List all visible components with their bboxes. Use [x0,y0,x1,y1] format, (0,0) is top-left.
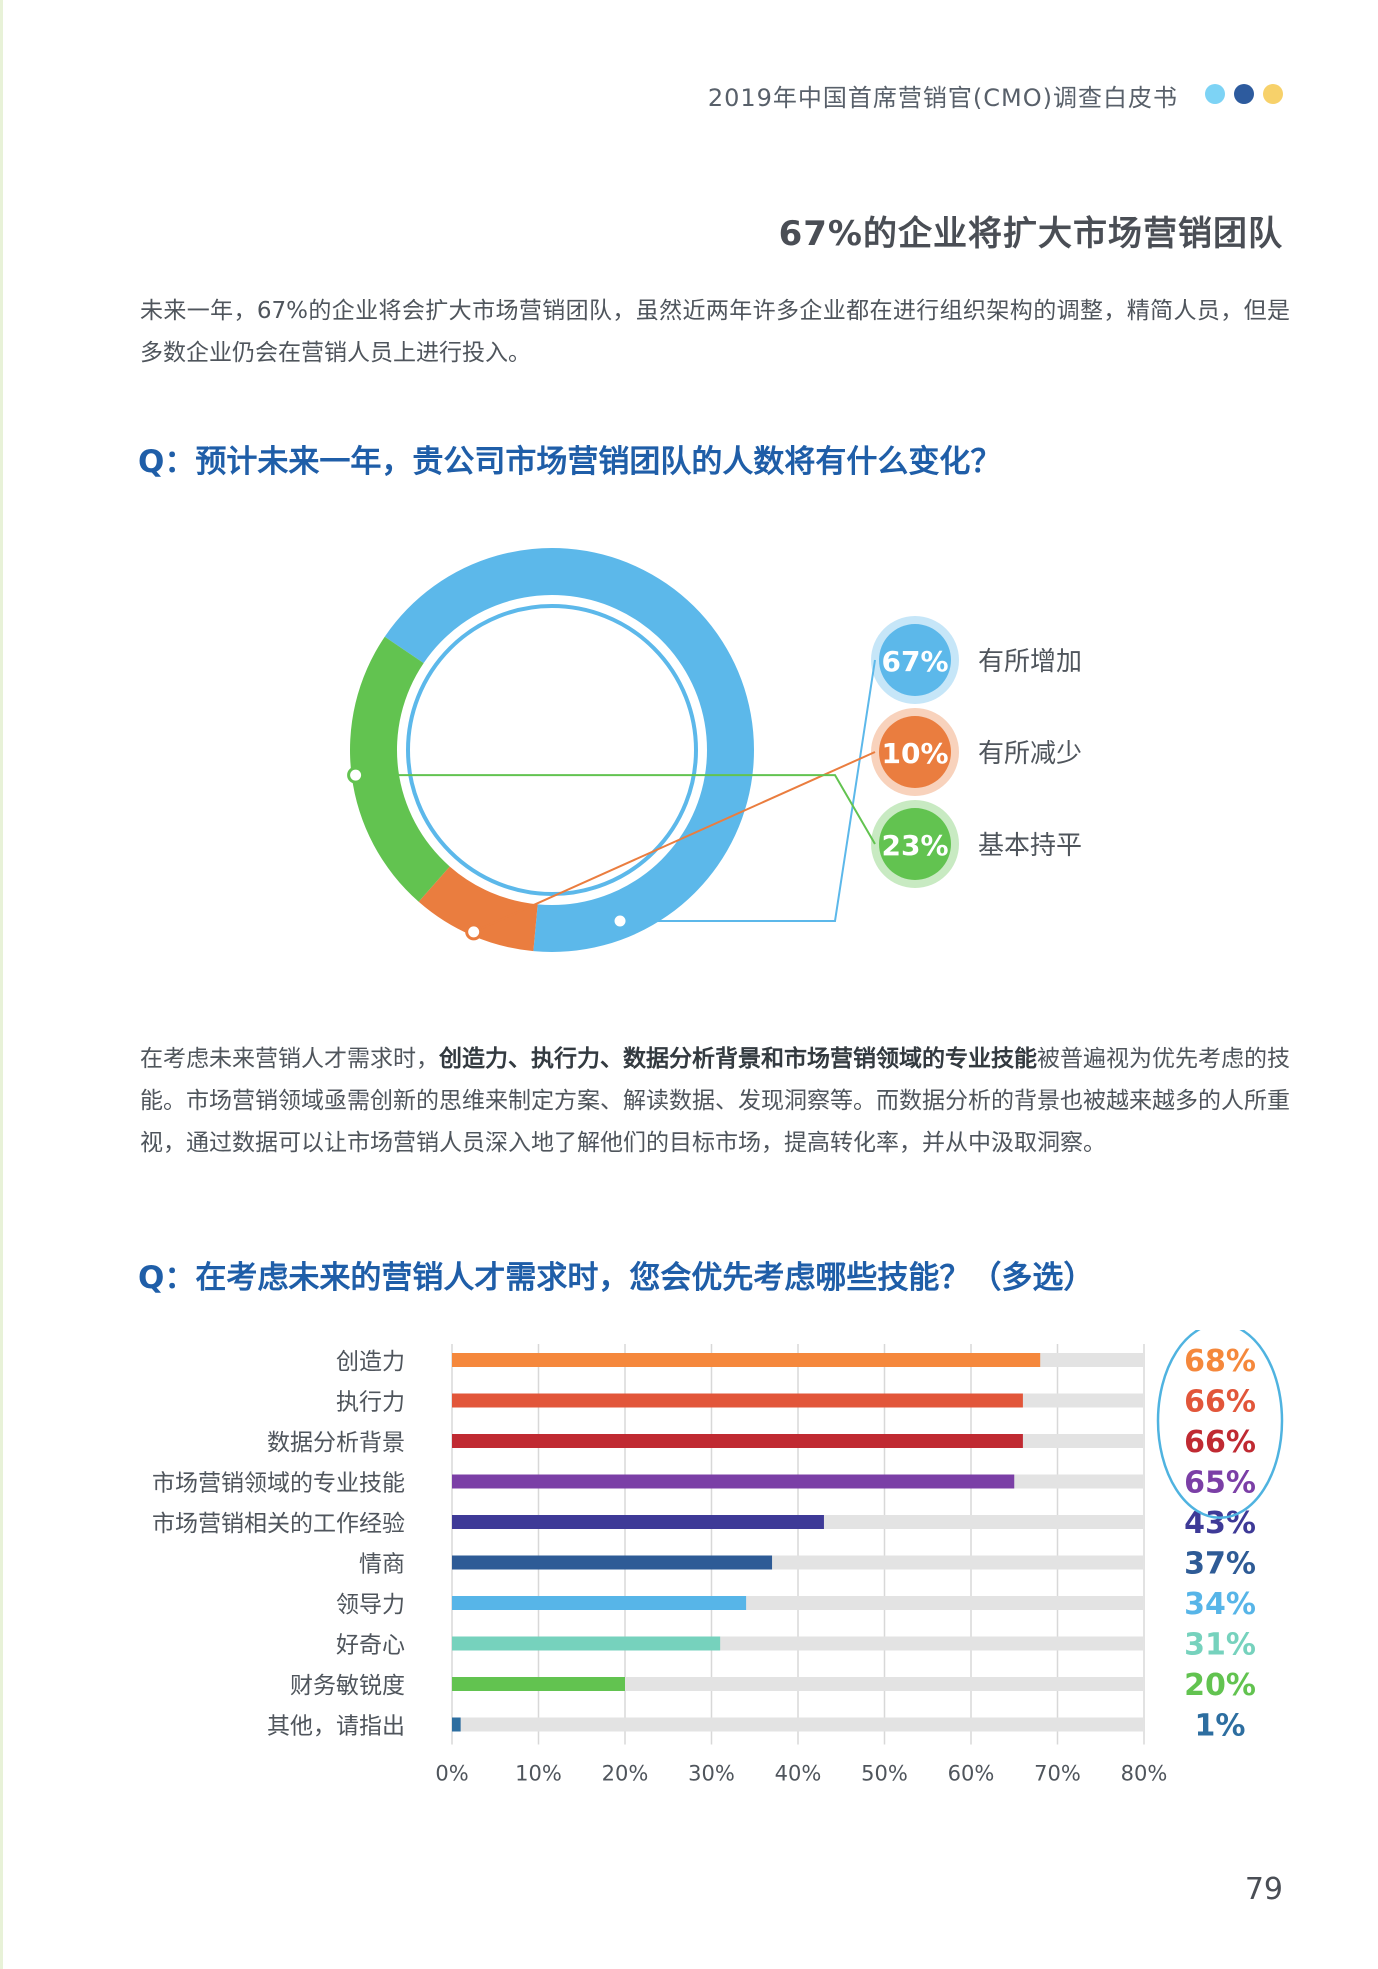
skills-paragraph-emphasis: 创造力、执行力、数据分析背景和市场营销领域的专业技能 [439,1046,1037,1072]
bar [452,1636,721,1651]
bar [452,1434,1023,1448]
legend-label: 基本持平 [978,831,1082,861]
x-tick-label: 30% [688,1762,735,1786]
badge-value: 10% [881,737,948,770]
value-label: 34% [1184,1587,1256,1622]
leader-anchor [347,766,365,784]
leader-line [473,751,876,933]
donut-slice [418,866,538,952]
x-tick-label: 10% [515,1762,562,1786]
report-title: 2019年中国首席营销官(CMO)调查白皮书 [707,84,1178,112]
category-label: 财务敏锐度 [290,1673,405,1699]
category-label: 好奇心 [336,1633,405,1659]
intro-paragraph: 未来一年，67%的企业将会扩大市场营销团队，虽然近两年许多企业都在进行组织架构的… [140,298,1290,366]
leader-line [620,659,876,922]
leader-line [355,774,876,845]
badge-circle [879,624,951,696]
header-dot-2 [1234,84,1254,104]
bar [452,1474,1015,1489]
x-tick-label: 80% [1121,1762,1168,1786]
bar [452,1677,625,1691]
bar [452,1717,461,1732]
bar-track [452,1717,1144,1732]
x-tick-label: 60% [948,1762,995,1786]
legend-label: 有所增加 [978,647,1082,677]
category-label: 执行力 [336,1390,405,1416]
leader-anchor [465,923,483,941]
value-label: 66% [1184,1385,1256,1420]
category-label: 市场营销领域的专业技能 [152,1471,405,1497]
page-number: 79 [1244,1872,1283,1907]
value-label: 1% [1195,1709,1246,1744]
skills-paragraph-rest: 被普遍视为优先考虑的技能。市场营销领域亟需创新的思维来制定方案、解读数据、发现洞… [140,1046,1290,1156]
header-dot-3 [1263,84,1283,104]
donut-slice [350,636,450,902]
badge-value: 67% [881,645,948,678]
bar [452,1515,824,1529]
section-title: 67%的企业将扩大市场营销团队 [778,214,1283,254]
question-team-size: Q：预计未来一年，贵公司市场营销团队的人数将有什么变化？ [138,444,1002,480]
x-tick-label: 0% [435,1762,468,1786]
highlight-ellipse [1156,1330,1284,1519]
category-label: 领导力 [336,1592,405,1618]
category-label: 市场营销相关的工作经验 [152,1511,405,1537]
skills-paragraph: 在考虑未来营销人才需求时，创造力、执行力、数据分析背景和市场营销领域的专业技能被… [140,1038,1290,1164]
bar [452,1393,1023,1408]
header-dots [1205,84,1283,104]
value-label: 68% [1184,1344,1256,1379]
question-skills: Q：在考虑未来的营销人才需求时，您会优先考虑哪些技能？（多选） [138,1260,1095,1296]
value-label: 37% [1184,1547,1256,1582]
value-label: 31% [1184,1628,1256,1663]
header-dot-1 [1205,84,1225,104]
value-label: 66% [1184,1425,1256,1460]
category-label: 创造力 [336,1349,405,1375]
badge-circle [879,808,951,880]
value-label: 43% [1184,1506,1256,1541]
donut-chart: 67% 有所增加 10% 有所减少 23% 基本持平 [347,547,1082,952]
bar [452,1353,1041,1367]
donut-inner-fill [404,602,700,898]
badge-circle [879,716,951,788]
category-label: 其他，请指出 [267,1714,405,1740]
category-label: 情商 [359,1552,405,1578]
x-tick-label: 40% [775,1762,822,1786]
x-tick-label: 70% [1034,1762,1081,1786]
page-edge-line [0,0,3,1969]
legend-label: 有所减少 [978,739,1082,769]
bar [452,1555,773,1570]
x-tick-label: 50% [861,1762,908,1786]
badge-value: 23% [881,829,948,862]
value-label: 65% [1184,1466,1256,1501]
skills-paragraph-lead: 在考虑未来营销人才需求时， [140,1046,439,1072]
x-tick-label: 20% [602,1762,649,1786]
skills-bar-chart: 0% 10% 20% 30% 40% 50% 60% 70% 80% 创造力 68% 执行力 66% 数据… [152,1330,1284,1786]
category-label: 数据分析背景 [267,1430,405,1456]
value-label: 20% [1184,1668,1256,1703]
bar [452,1596,747,1610]
leader-anchor [611,912,629,930]
donut-inner-ring [406,604,698,896]
